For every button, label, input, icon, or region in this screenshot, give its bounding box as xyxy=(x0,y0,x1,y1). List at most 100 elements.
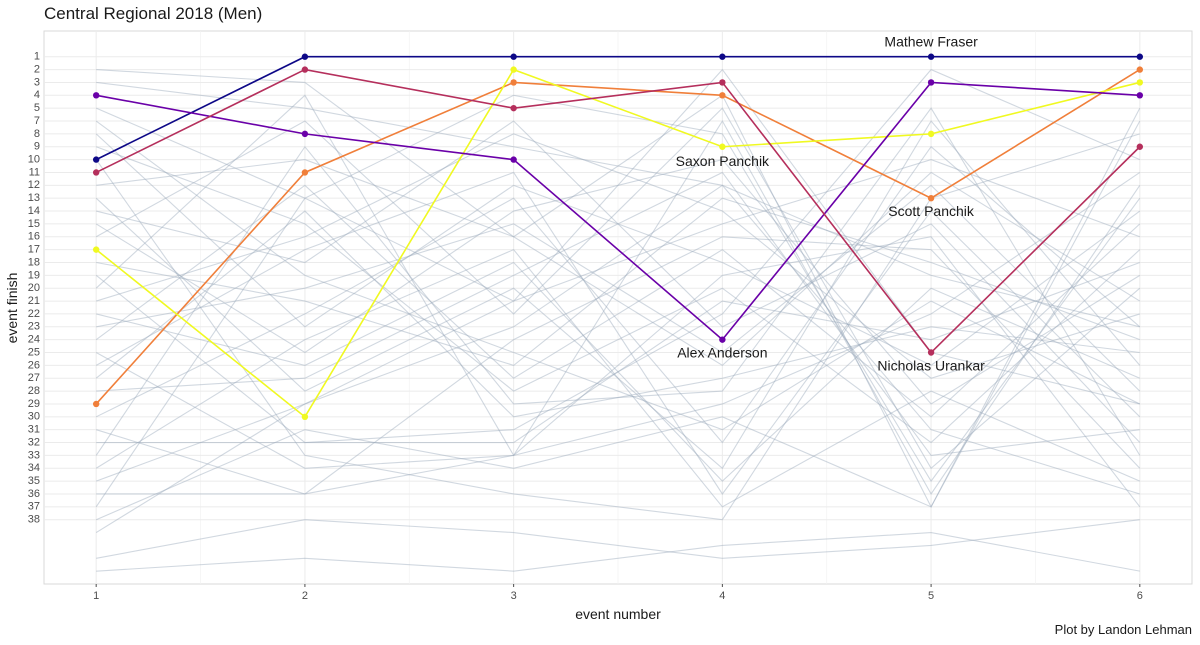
series-label: Mathew Fraser xyxy=(884,33,978,49)
x-tick-label: 1 xyxy=(93,590,99,602)
y-tick-label: 17 xyxy=(28,244,40,256)
x-tick-label: 5 xyxy=(928,590,934,602)
y-tick-label: 8 xyxy=(34,128,40,140)
minor-gridlines xyxy=(200,31,1036,584)
y-tick-label: 36 xyxy=(28,488,40,500)
x-axis-title: event number xyxy=(575,606,661,622)
y-tick-label: 38 xyxy=(28,514,40,526)
background-series-line xyxy=(96,532,1140,572)
series-point xyxy=(92,400,100,408)
y-tick-label: 29 xyxy=(28,398,40,410)
y-tick-label: 19 xyxy=(28,269,40,281)
series-point xyxy=(719,336,726,343)
y-tick-label: 16 xyxy=(28,231,40,243)
highlighted-series-points xyxy=(92,53,1144,421)
series-point xyxy=(719,143,726,150)
series-point xyxy=(719,53,726,60)
y-tick-label: 25 xyxy=(28,346,40,358)
series-point xyxy=(927,130,935,138)
y-tick-label: 30 xyxy=(28,411,40,423)
series-point xyxy=(510,53,517,60)
series-line xyxy=(96,81,1140,341)
background-series-line xyxy=(95,133,1141,367)
series-point xyxy=(510,104,517,112)
plot-caption: Plot by Landon Lehman xyxy=(1054,622,1192,637)
y-tick-label: 34 xyxy=(28,462,40,474)
y-tick-label: 2 xyxy=(34,63,40,75)
series-point xyxy=(92,246,100,253)
highlighted-series-lines xyxy=(95,55,1141,419)
series-point xyxy=(510,66,517,73)
series-label: Saxon Panchik xyxy=(676,153,770,169)
background-series-line xyxy=(96,184,1141,392)
series-point xyxy=(510,156,517,163)
y-tick-label: 24 xyxy=(28,334,40,346)
background-series-line xyxy=(95,119,1141,496)
y-tick-label: 18 xyxy=(28,256,40,268)
background-series-line xyxy=(96,519,1140,559)
series-point xyxy=(927,349,935,356)
series-line xyxy=(95,68,1141,405)
y-tick-label: 20 xyxy=(28,282,40,294)
background-series-line xyxy=(96,171,1140,456)
background-series-line xyxy=(96,261,1141,482)
background-series-line xyxy=(95,158,1141,405)
background-series-line xyxy=(95,171,1141,495)
series-point xyxy=(92,169,100,176)
y-tick-label: 21 xyxy=(28,295,40,307)
y-tick-label: 4 xyxy=(34,89,40,101)
series-point xyxy=(92,92,100,99)
series-point xyxy=(927,79,935,86)
series-point xyxy=(1136,66,1144,73)
y-tick-label: 12 xyxy=(28,179,40,191)
y-axis-title: event finish xyxy=(4,273,20,344)
series-point xyxy=(301,66,309,73)
background-series-line xyxy=(96,236,1141,495)
y-tick-label: 37 xyxy=(28,501,40,513)
y-tick-label: 3 xyxy=(34,76,40,88)
y-tick-label: 26 xyxy=(28,359,40,371)
background-series-line xyxy=(96,261,1141,444)
series-point xyxy=(301,130,309,138)
background-series-line xyxy=(95,107,1141,302)
background-series-line xyxy=(95,107,1141,470)
highlighted-series-labels: Mathew Fraser Scott Panchik Saxon Panchik A… xyxy=(676,33,985,373)
series-label: Nicholas Urankar xyxy=(877,357,985,373)
background-series-line xyxy=(95,210,1140,418)
series-point xyxy=(1136,53,1144,60)
series-line xyxy=(95,68,1141,419)
background-series-line xyxy=(96,81,1140,328)
background-series-line xyxy=(95,120,1141,470)
chart-title: Central Regional 2018 (Men) xyxy=(44,4,263,23)
series-line xyxy=(95,55,1140,161)
y-tick-label: 13 xyxy=(28,192,40,204)
y-tick-label: 23 xyxy=(28,321,40,333)
x-tick-label: 3 xyxy=(511,590,517,602)
y-tick-label: 5 xyxy=(34,102,40,114)
x-axis-ticks: 1 2 3 4 5 6 xyxy=(93,584,1143,602)
major-gridlines xyxy=(44,31,1192,584)
series-point xyxy=(510,79,517,86)
background-series-line xyxy=(96,120,1141,443)
y-tick-label: 9 xyxy=(34,141,40,153)
series-point xyxy=(301,413,309,421)
y-tick-label: 10 xyxy=(28,154,40,166)
series-point xyxy=(301,53,309,60)
background-series-line xyxy=(95,68,1140,534)
y-tick-label: 27 xyxy=(28,372,40,384)
series-label: Scott Panchik xyxy=(888,203,975,219)
y-tick-label: 31 xyxy=(28,424,40,436)
x-tick-label: 2 xyxy=(302,590,308,602)
background-series-line xyxy=(96,197,1141,366)
y-tick-label: 28 xyxy=(28,385,40,397)
series-point xyxy=(1136,143,1144,150)
series-point xyxy=(719,79,726,86)
y-tick-label: 32 xyxy=(28,436,40,448)
background-series-line xyxy=(95,107,1141,456)
y-axis-ticks: 1234578910111213141516171819202122232425… xyxy=(28,51,40,526)
series-point xyxy=(92,156,100,163)
x-tick-label: 6 xyxy=(1137,590,1143,602)
series-point xyxy=(1136,92,1144,99)
y-tick-label: 7 xyxy=(34,115,40,127)
